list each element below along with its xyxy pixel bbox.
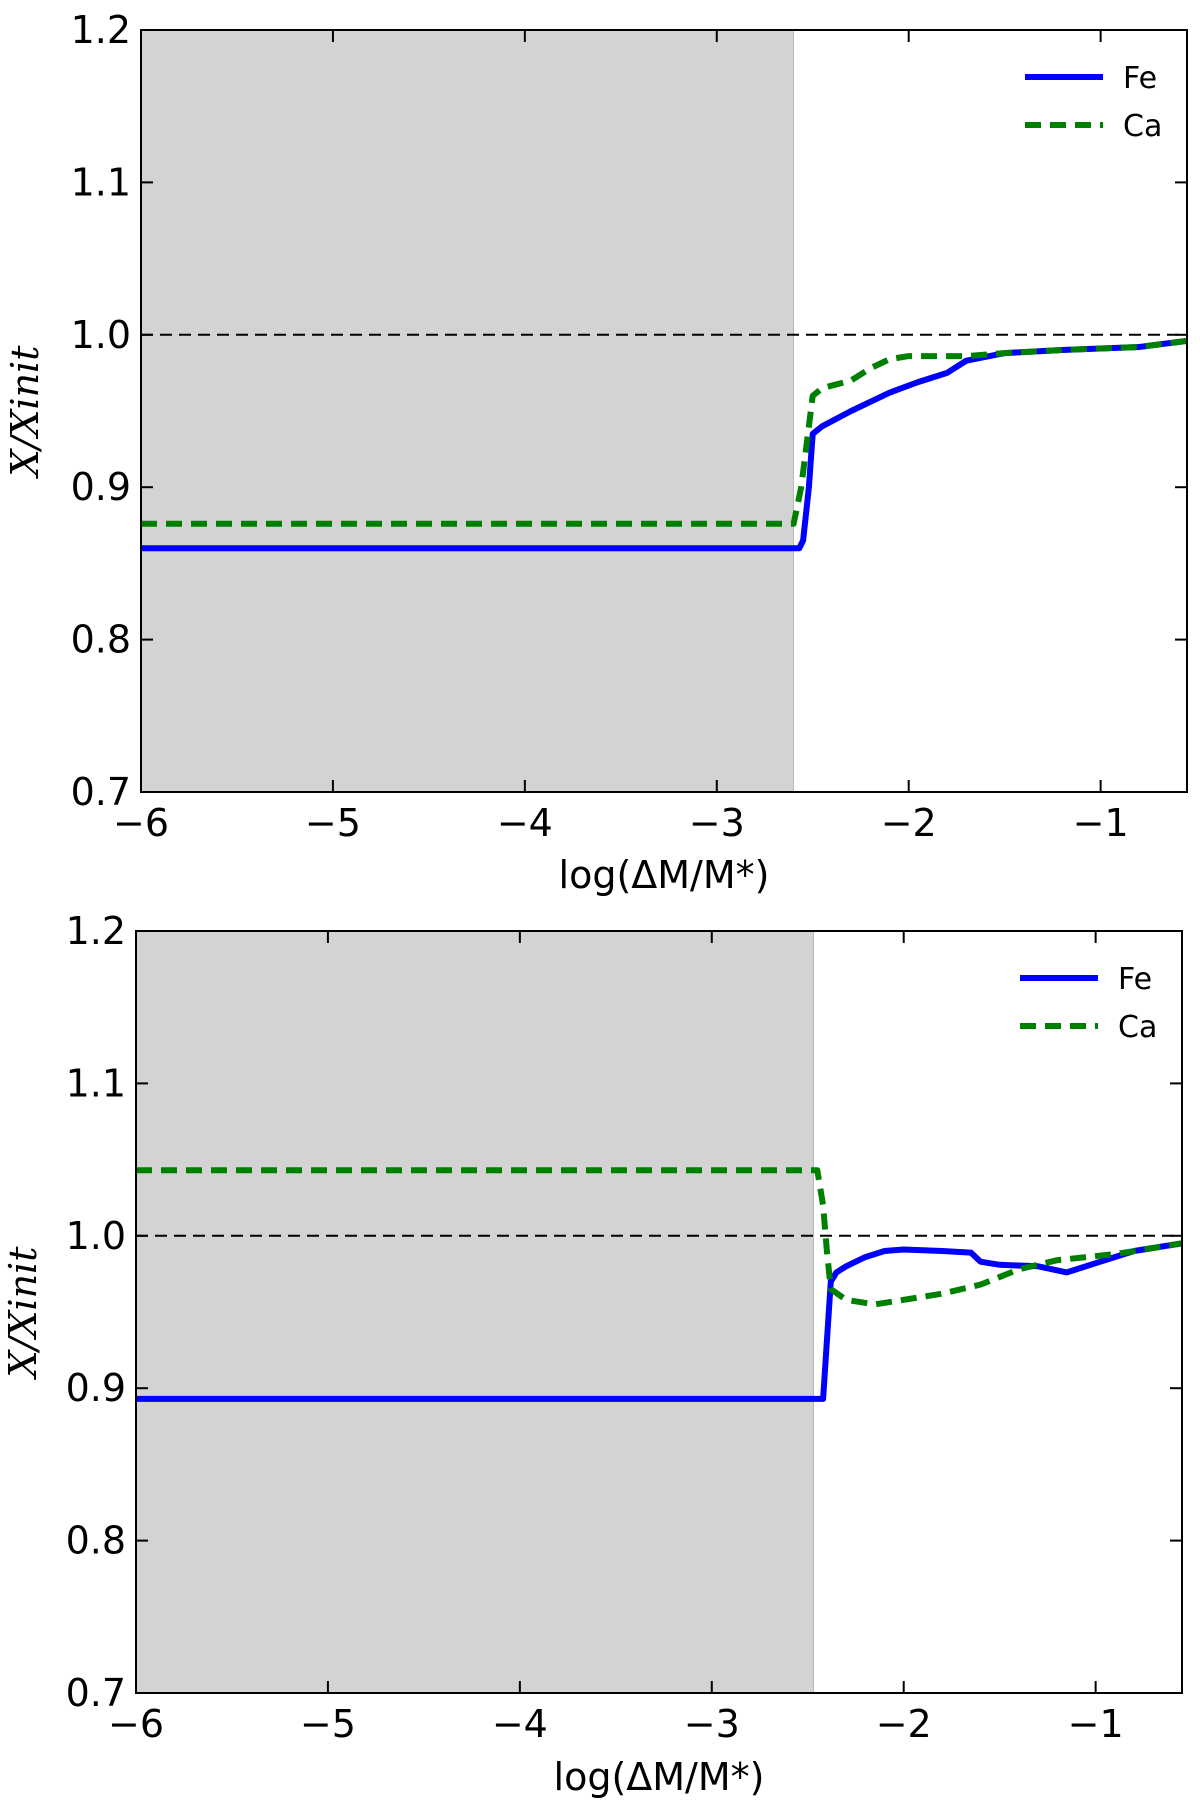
legend-label-ca: Ca bbox=[1123, 109, 1162, 144]
legend: Fe Ca bbox=[1020, 962, 1157, 1045]
series-group bbox=[136, 1167, 1182, 1402]
y-tick-label: 1.1 bbox=[66, 1061, 126, 1105]
y-axis-label: X/Xinit bbox=[3, 345, 47, 480]
y-axis-label: X/Xinit bbox=[1, 1246, 45, 1381]
series-line-fe bbox=[136, 1240, 1182, 1402]
x-tick-label: −6 bbox=[108, 1702, 164, 1746]
x-axis-label: log(ΔM/M*) bbox=[559, 853, 770, 897]
y-tick-label: 0.9 bbox=[66, 1366, 126, 1410]
chart-panel-2: −6 −5 −4 −3 −2 −1 0.7 0.8 0.9 1.0 1.1 1.2 log(ΔM/M*)… bbox=[1, 909, 1183, 1799]
x-tick-label: −6 bbox=[113, 801, 169, 845]
x-axis-label: log(ΔM/M*) bbox=[554, 1755, 765, 1799]
x-tick-label: −3 bbox=[684, 1702, 740, 1746]
legend-label-ca: Ca bbox=[1118, 1010, 1157, 1045]
y-tick-label: 0.8 bbox=[66, 1519, 126, 1563]
x-tick-label: −5 bbox=[305, 801, 361, 845]
x-tick-label: −5 bbox=[300, 1702, 356, 1746]
y-tick-label: 0.9 bbox=[71, 465, 131, 509]
y-tick-label: 0.7 bbox=[71, 770, 131, 814]
x-tick-label: −1 bbox=[1068, 1702, 1124, 1746]
legend: Fe Ca bbox=[1025, 61, 1162, 144]
series-line-ca bbox=[136, 1167, 1182, 1308]
legend-label-fe: Fe bbox=[1123, 61, 1157, 96]
x-tick-label: −2 bbox=[876, 1702, 932, 1746]
legend-label-fe: Fe bbox=[1118, 962, 1152, 997]
series-line-fe bbox=[141, 337, 1187, 552]
y-tick-label: 1.0 bbox=[66, 1214, 126, 1258]
y-tick-label: 1.0 bbox=[71, 313, 131, 357]
x-tick-label: −2 bbox=[881, 801, 937, 845]
x-tick-label: −3 bbox=[689, 801, 745, 845]
x-tick-label: −4 bbox=[492, 1702, 548, 1746]
y-tick-label: 0.7 bbox=[66, 1671, 126, 1715]
shaded-region bbox=[135, 930, 815, 1694]
y-tick-label: 0.8 bbox=[71, 618, 131, 662]
series-group bbox=[141, 337, 1187, 552]
y-tick-label: 1.1 bbox=[71, 160, 131, 204]
chart-panel-1: −6 −5 −4 −3 −2 −1 0.7 0.8 0.9 1.0 1.1 1.2 log(ΔM/M*)… bbox=[3, 8, 1188, 897]
shaded-region bbox=[140, 29, 795, 793]
x-tick-label: −4 bbox=[497, 801, 553, 845]
y-tick-label: 1.2 bbox=[66, 909, 126, 953]
plot-frame bbox=[135, 930, 1183, 1694]
x-tick-label: −1 bbox=[1073, 801, 1129, 845]
plot-frame bbox=[140, 29, 1188, 793]
y-tick-label: 1.2 bbox=[71, 8, 131, 52]
